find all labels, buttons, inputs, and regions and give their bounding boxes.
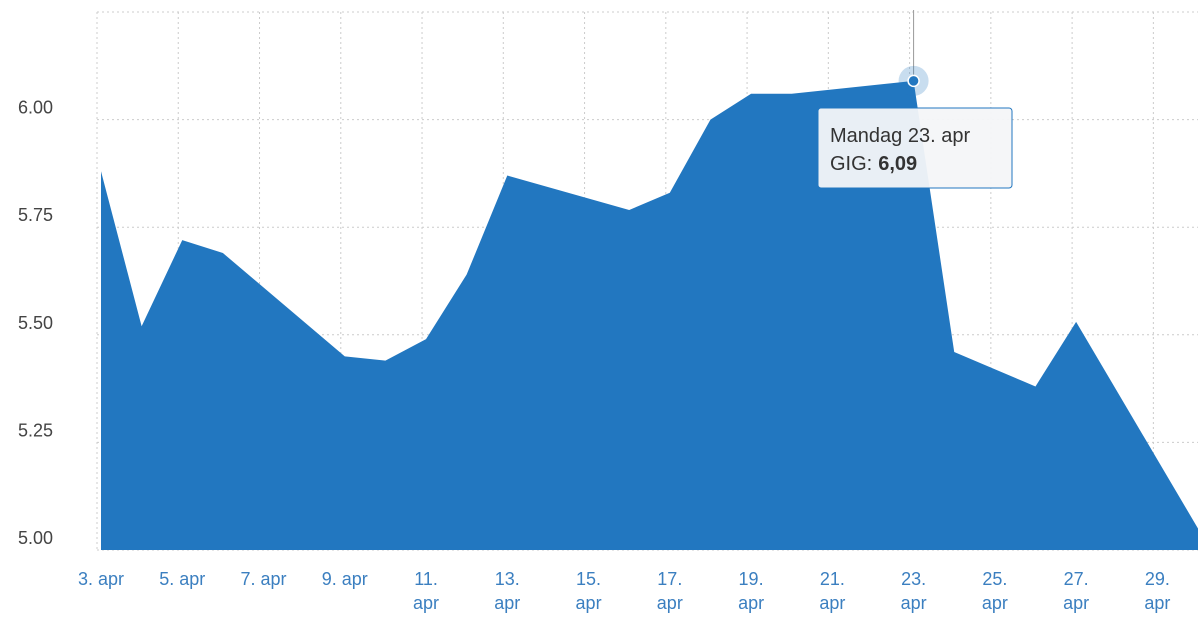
x-tick-label: 17. apr [657, 569, 683, 613]
tooltip: Mandag 23. apr GIG: 6,09 [817, 107, 1013, 189]
x-tick-label: 13. apr [494, 569, 520, 613]
tooltip-value: 6,09 [878, 153, 917, 175]
x-tick-label: 21. apr [819, 569, 845, 613]
x-tick-label: 19. apr [738, 569, 764, 613]
x-tick-label: 25. apr [982, 569, 1008, 613]
tooltip-title: Mandag 23. apr [830, 125, 970, 147]
tooltip-label: GIG: [830, 153, 872, 175]
x-tick-label: 23. apr [901, 569, 927, 613]
tooltip-box [817, 107, 1013, 189]
marker [907, 74, 920, 88]
x-tick-label: 3. apr [78, 569, 124, 589]
y-tick-label: 5.25 [18, 420, 53, 440]
y-tick-label: 5.00 [18, 528, 53, 548]
y-tick-label: 6.00 [18, 98, 53, 118]
y-tick-label: 5.75 [18, 205, 53, 225]
x-tick-label: 5. apr [159, 569, 205, 589]
x-tick-label: 9. apr [322, 569, 368, 589]
x-tick-label: 15. apr [576, 569, 602, 613]
x-tick-label: 11. apr [413, 569, 439, 613]
y-tick-label: 5.50 [18, 313, 53, 333]
area [101, 80, 1198, 550]
x-tick-label: 27. apr [1063, 569, 1089, 613]
x-tick-label: 7. apr [241, 569, 287, 589]
x-tick-label: 29. apr [1144, 569, 1170, 613]
